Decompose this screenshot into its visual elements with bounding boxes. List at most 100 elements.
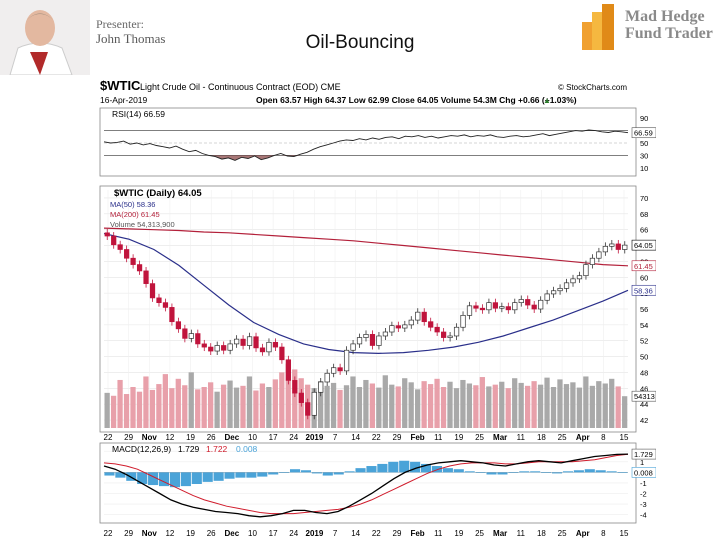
candle-body bbox=[234, 338, 240, 345]
up-arrow-icon: ▲ bbox=[543, 96, 551, 105]
volume-bar bbox=[447, 381, 453, 428]
candle-body bbox=[479, 307, 486, 311]
x-tick-label-bottom: 7 bbox=[333, 529, 338, 538]
macd-hist-bar bbox=[158, 472, 170, 487]
macd-hist-bar bbox=[410, 461, 421, 473]
candle-body bbox=[136, 264, 143, 272]
macd-hist-bar bbox=[289, 469, 301, 473]
volume-bar bbox=[266, 387, 272, 428]
volume-bar bbox=[596, 381, 602, 428]
volume-bar bbox=[622, 396, 628, 428]
volume-bar bbox=[479, 377, 485, 428]
volume-bar bbox=[143, 376, 149, 428]
x-tick-label: 12 bbox=[165, 433, 174, 442]
macd-hist-bar bbox=[257, 472, 268, 477]
candle-body bbox=[227, 343, 233, 351]
x-tick-label: 24 bbox=[289, 433, 298, 442]
candle-body bbox=[538, 299, 544, 310]
candle-body bbox=[331, 367, 337, 374]
volume-bar bbox=[531, 381, 537, 428]
candle-body bbox=[525, 299, 531, 306]
volume-bar bbox=[220, 384, 227, 428]
macd-hist-bar bbox=[202, 472, 213, 482]
volume-bar bbox=[453, 388, 460, 428]
volume-bar bbox=[182, 385, 188, 428]
volume-bar bbox=[402, 378, 408, 428]
macd-last-label: 1.729 bbox=[634, 450, 653, 459]
axis-layer: 907050301066.597068666462605856545250484… bbox=[104, 114, 656, 538]
macd-hist-bar bbox=[322, 472, 333, 476]
macd-hist-bar bbox=[137, 472, 148, 484]
volume-bar bbox=[259, 383, 266, 428]
volume-bar bbox=[492, 384, 498, 428]
rsi-last-label: 66.59 bbox=[634, 129, 653, 138]
macd-tick-label: -1 bbox=[640, 479, 647, 488]
macd-hist-bar bbox=[366, 466, 377, 473]
macd-hist-bar bbox=[617, 472, 628, 473]
x-tick-label: 25 bbox=[558, 433, 567, 442]
candle-body bbox=[253, 336, 259, 349]
volume-bar bbox=[317, 381, 324, 428]
candle-body bbox=[259, 347, 266, 353]
volume-bar bbox=[376, 387, 382, 428]
volume-bar bbox=[123, 394, 130, 428]
price-tick-label: 52 bbox=[640, 337, 648, 346]
volume-bar bbox=[389, 384, 395, 428]
candle-body bbox=[460, 314, 466, 328]
macd-tick-label: -2 bbox=[640, 490, 647, 499]
price-legend-ma50: MA(50) 58.36 bbox=[110, 200, 155, 209]
price-last-box bbox=[631, 260, 656, 272]
x-tick-label: 8 bbox=[601, 433, 606, 442]
price-tick-label: 60 bbox=[640, 273, 648, 282]
candle-body bbox=[428, 321, 434, 328]
x-tick-label: 11 bbox=[434, 433, 443, 442]
x-tick-label: 18 bbox=[537, 433, 546, 442]
volume-bar bbox=[337, 389, 343, 428]
macd-hist-bar bbox=[464, 471, 475, 473]
x-tick-label-bottom: 22 bbox=[104, 529, 113, 538]
candle-body bbox=[550, 290, 557, 295]
macd-hist-bar bbox=[104, 472, 115, 476]
macd-hist-bar bbox=[486, 472, 497, 475]
macd-hist-bar bbox=[377, 463, 388, 473]
volume-bar bbox=[421, 381, 427, 428]
price-tick-label: 54 bbox=[640, 321, 648, 330]
price-layer bbox=[103, 227, 629, 420]
volume-bar bbox=[544, 377, 550, 428]
candle-body bbox=[343, 349, 350, 372]
x-tick-label-bottom: 19 bbox=[454, 529, 463, 538]
volume-bar bbox=[602, 383, 608, 428]
candle-body bbox=[441, 331, 447, 338]
price-last-label: 61.45 bbox=[634, 262, 653, 271]
candle-body bbox=[453, 326, 460, 337]
macd-hist-bar bbox=[475, 472, 486, 473]
volume-bar bbox=[356, 387, 363, 428]
candle-body bbox=[402, 324, 408, 329]
candle-body bbox=[298, 392, 304, 403]
volume-bar bbox=[505, 388, 511, 428]
chart-source: © StockCharts.com bbox=[558, 83, 627, 92]
candle-body bbox=[622, 244, 628, 250]
candle-body bbox=[363, 334, 369, 338]
ma50-line bbox=[103, 233, 629, 355]
macd-hist-bar bbox=[311, 472, 322, 474]
macd-layer bbox=[103, 453, 629, 518]
macd-signal-line bbox=[103, 453, 629, 515]
candle-body bbox=[311, 391, 317, 416]
candle-body bbox=[382, 331, 389, 337]
volume-bar bbox=[550, 387, 557, 428]
candle-body bbox=[473, 305, 479, 309]
presenter-label: Presenter: bbox=[96, 17, 144, 31]
volume-bar bbox=[162, 374, 168, 428]
volume-bar bbox=[466, 383, 473, 428]
candle-body bbox=[188, 333, 194, 339]
volume-bar bbox=[343, 385, 350, 428]
candle-body bbox=[130, 257, 136, 265]
volume-bar bbox=[434, 378, 440, 428]
macd-hist-last-label: 0.008 bbox=[634, 468, 653, 477]
candle-body bbox=[589, 257, 596, 265]
x-tick-label: 22 bbox=[104, 433, 113, 442]
macd-signal-label: 1.722 bbox=[206, 444, 228, 454]
x-tick-label: 17 bbox=[269, 433, 278, 442]
macd-hist-bar bbox=[530, 471, 541, 473]
